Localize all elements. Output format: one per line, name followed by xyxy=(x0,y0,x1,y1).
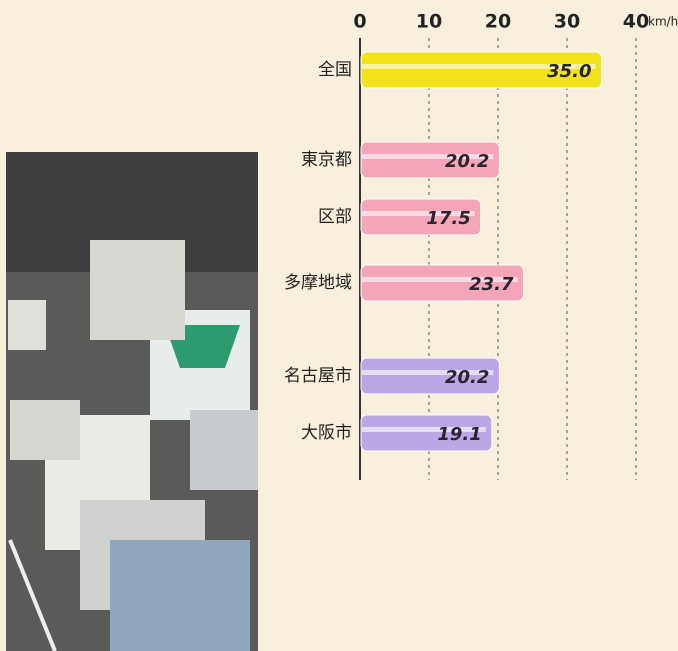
page: 0 10 20 30 40km/h 全国 35.0 東京都 20.2 区部 17.5 多摩地域 23.7… xyxy=(0,0,678,651)
x-tick-label: 0 xyxy=(353,11,366,33)
y-tick-label: 区部 xyxy=(318,207,352,227)
y-tick-label: 多摩地域 xyxy=(284,273,352,293)
photo xyxy=(6,152,258,651)
y-tick-label: 全国 xyxy=(318,60,352,80)
x-tick-label: 10 xyxy=(416,11,442,33)
x-unit: km/h xyxy=(648,15,678,29)
value-label: 20.2 xyxy=(445,151,489,172)
x-tick-label: 20 xyxy=(485,11,511,33)
value-label: 23.7 xyxy=(469,274,514,295)
value-label: 17.5 xyxy=(426,208,470,229)
y-tick-label: 東京都 xyxy=(301,150,352,170)
y-tick-label: 大阪市 xyxy=(301,423,352,443)
y-tick-label: 名古屋市 xyxy=(284,366,352,386)
x-tick-label: 30 xyxy=(554,11,580,33)
x-tick-label: 40 xyxy=(623,11,649,33)
chart: 0 10 20 30 40km/h 全国 35.0 東京都 20.2 区部 17.5 多摩地域 23.7… xyxy=(0,0,678,651)
value-label: 20.2 xyxy=(445,367,489,388)
value-label: 19.1 xyxy=(437,424,481,445)
value-label: 35.0 xyxy=(547,61,591,82)
